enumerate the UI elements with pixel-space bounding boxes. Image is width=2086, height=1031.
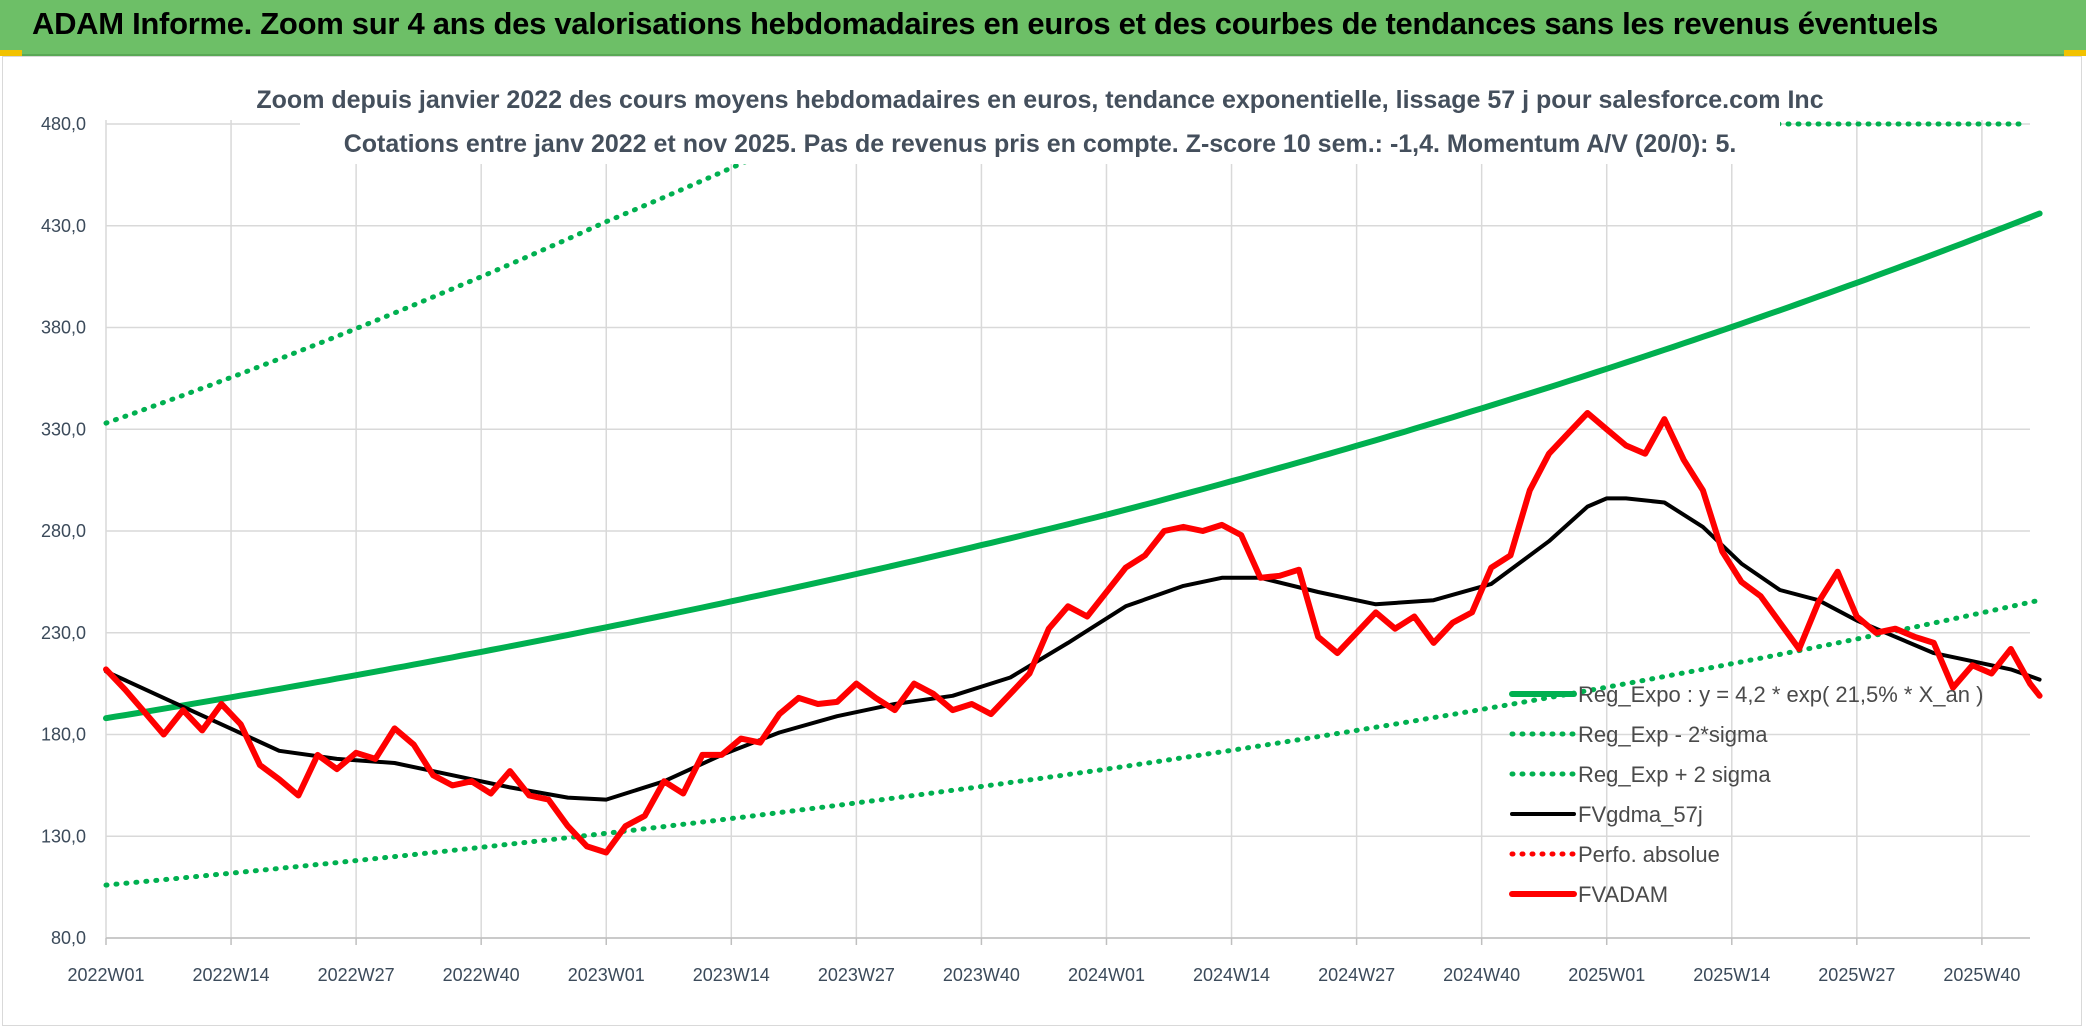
y-tick-label: 230,0	[41, 623, 86, 643]
x-tick-label: 2024W40	[1443, 965, 1520, 985]
y-tick-label: 380,0	[41, 318, 86, 338]
x-tick-label: 2024W01	[1068, 965, 1145, 985]
x-tick-label: 2025W40	[1943, 965, 2020, 985]
x-tick-label: 2024W27	[1318, 965, 1395, 985]
y-tick-label: 180,0	[41, 725, 86, 745]
series-line-reg-expo-y-4-2-exp-21-5-x-an	[103, 210, 2043, 722]
header-banner: ADAM Informe. Zoom sur 4 ans des valoris…	[0, 0, 2086, 56]
x-tick-label: 2022W14	[193, 965, 270, 985]
series-line-fvadam	[103, 410, 2043, 856]
series-line-reg-exp-2-sigma	[103, 597, 2043, 888]
y-tick-label: 280,0	[41, 521, 86, 541]
x-tick-label: 2022W40	[443, 965, 520, 985]
series-line-fvgdma-57j	[104, 496, 2042, 802]
x-tick-label: 2023W14	[693, 965, 770, 985]
grid	[105, 120, 2030, 939]
legend-label-fvgdma-57j: FVgdma_57j	[1578, 802, 1703, 827]
title-background	[300, 82, 1780, 164]
y-axis: 80,0 130,0 180,0 230,0 280,0 330,0 380,0 430,0 4…	[41, 114, 86, 948]
x-tick-label: 2025W14	[1693, 965, 1770, 985]
banner-accent-left	[0, 50, 22, 56]
legend-label-perfo-absolue: Perfo. absolue	[1578, 842, 1720, 867]
x-tick-label: 2023W40	[943, 965, 1020, 985]
legend-label-reg-exp-2-sigma: Reg_Exp + 2 sigma	[1578, 762, 1771, 787]
chart-title-line1: Zoom depuis janvier 2022 des cours moyen…	[256, 86, 1823, 114]
y-tick-label: 130,0	[41, 826, 86, 846]
x-tick-label: 2024W14	[1193, 965, 1270, 985]
x-tick-label: 2022W27	[318, 965, 395, 985]
y-tick-label: 80,0	[51, 928, 86, 948]
legend-label-reg-exp-2-sigma: Reg_Exp - 2*sigma	[1578, 722, 1768, 747]
legend-label-fvadam: FVADAM	[1578, 882, 1668, 907]
series-group	[103, 90, 2043, 888]
y-tick-label: 480,0	[41, 114, 86, 134]
x-tick-label: 2023W01	[568, 965, 645, 985]
x-axis: 2022W01 2022W14 2022W27 2022W40 2023W01 2023W…	[67, 937, 2030, 985]
y-tick-label: 430,0	[41, 216, 86, 236]
legend: Reg_Expo : y = 4,2 * exp( 21,5% * X_an )…	[1509, 682, 1983, 907]
x-tick-label: 2025W01	[1568, 965, 1645, 985]
page-title: ADAM Informe. Zoom sur 4 ans des valoris…	[32, 6, 1939, 41]
x-tick-label: 2025W27	[1818, 965, 1895, 985]
x-tick-label: 2023W27	[818, 965, 895, 985]
chart-title-line2: Cotations entre janv 2022 et nov 2025. P…	[344, 130, 1737, 158]
banner-accent-right	[2064, 50, 2086, 56]
series-line-reg-exp-2-sigma	[103, 90, 904, 426]
chart-frame	[2, 56, 2082, 1026]
y-tick-label: 330,0	[41, 419, 86, 439]
x-tick-label: 2022W01	[67, 965, 144, 985]
legend-label-reg-expo-y-4-2-exp-21-5-x-an: Reg_Expo : y = 4,2 * exp( 21,5% * X_an )	[1578, 682, 1983, 707]
